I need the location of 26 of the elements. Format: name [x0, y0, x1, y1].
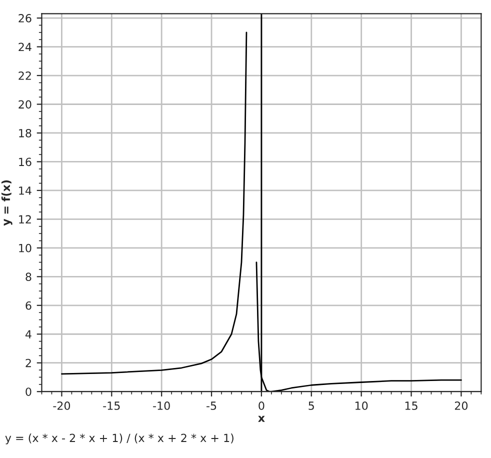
x-tick-label: 20 — [454, 402, 468, 410]
y-tick-label: 6 — [26, 301, 32, 310]
y-tick-label: 0 — [26, 388, 32, 396]
x-axis-title: x — [258, 416, 265, 422]
text: y = (x * x - 2 * x + 1) / (x * x + 2 * x + 1) — [5, 434, 234, 444]
x-tick-label: 0 — [258, 402, 264, 410]
y-tick-label: 16 — [19, 158, 32, 166]
y-tick-label: 2 — [26, 358, 31, 368]
x-tick-label: 15 — [405, 402, 418, 410]
y-tick-label: 14 — [19, 186, 32, 195]
y-tick-label: 22 — [18, 71, 31, 80]
x-tick-label: -20 — [53, 402, 70, 410]
y-tick-label: 24 — [18, 42, 32, 52]
x-tick-label: -10 — [153, 402, 170, 410]
y-tick-label: 26 — [18, 14, 32, 22]
y-tick-label: 4 — [25, 330, 32, 338]
x-tick-label: 5 — [308, 402, 314, 410]
y-tick-label: 20 — [18, 100, 32, 109]
y-axis-title: y = f(x) — [1, 180, 12, 226]
y-tick-label: 10 — [19, 244, 32, 252]
y-tick-label: 18 — [19, 128, 32, 138]
x-tick-label: -15 — [103, 402, 120, 410]
x-tick-label: 10 — [355, 402, 368, 410]
y-tick-label: 8 — [26, 272, 32, 282]
x-tick-label: -5 — [206, 402, 216, 410]
y-tick-label: 12 — [19, 215, 31, 224]
